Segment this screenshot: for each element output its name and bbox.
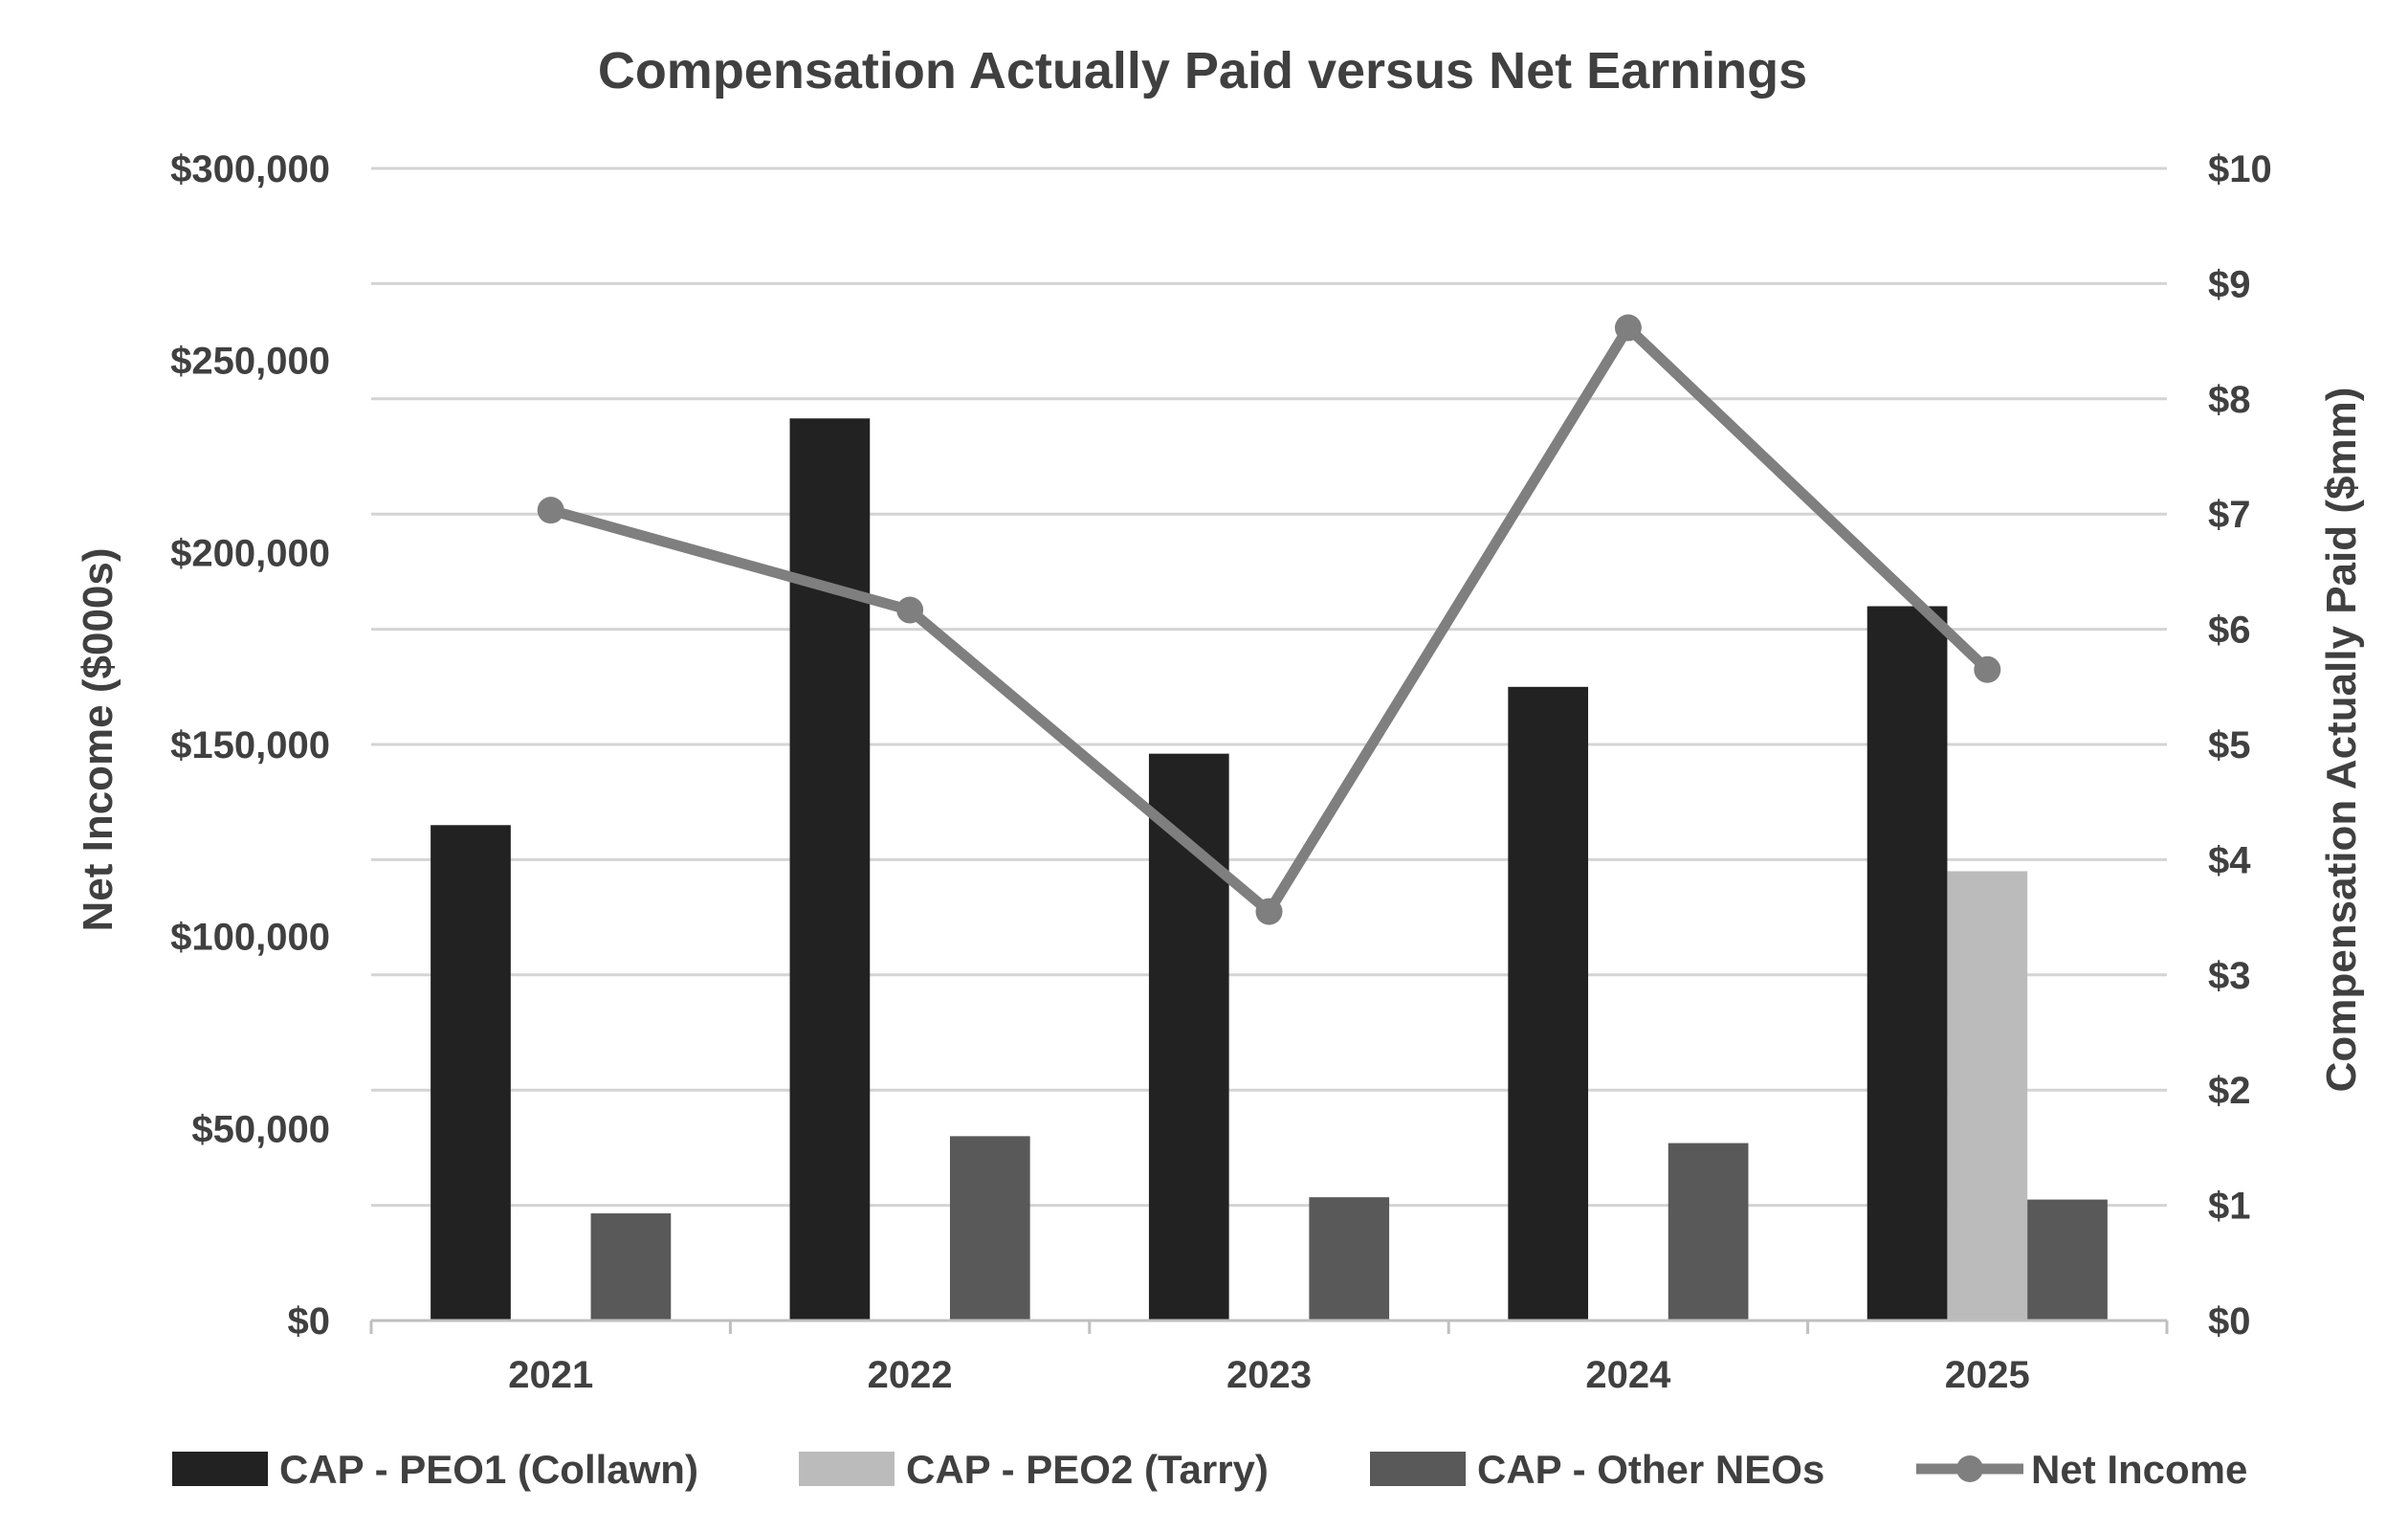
bar [2027, 1199, 2108, 1321]
x-tick-label: 2022 [868, 1354, 953, 1396]
net-income-line-group [537, 314, 2001, 925]
bar [590, 1213, 672, 1321]
right-tick-label: $2 [2208, 1070, 2251, 1112]
left-tick-label: $250,000 [170, 341, 330, 383]
x-tick-label: 2024 [1585, 1354, 1671, 1396]
legend-label: CAP - PEO1 (Collawn) [279, 1447, 698, 1492]
gridlines [371, 167, 2167, 1208]
net-income-point [1974, 655, 2001, 683]
legend-item: CAP - PEO2 (Tarry) [799, 1447, 1269, 1492]
right-axis-title: Compensation Actually Paid ($mm) [2318, 388, 2365, 1093]
left-tick-label: $100,000 [170, 917, 330, 959]
x-tick-label: 2021 [508, 1354, 593, 1396]
x-tick-label: 2025 [1945, 1354, 2030, 1396]
axes: $0 $50,000 $100,000 $150,000 $200,000 $250,00… [170, 148, 2272, 1396]
legend-swatch [172, 1452, 268, 1486]
net-income-point [896, 596, 924, 624]
left-tick-label: $200,000 [170, 532, 330, 574]
bar [1867, 606, 1948, 1321]
left-tick-label: $150,000 [170, 724, 330, 766]
right-tick-label: $9 [2208, 263, 2251, 305]
right-tick-label: $0 [2208, 1300, 2251, 1343]
right-tick-label: $5 [2208, 724, 2251, 766]
bar [789, 418, 871, 1321]
right-tick-label: $4 [2208, 839, 2251, 881]
bar [431, 825, 511, 1321]
right-tick-label: $10 [2208, 148, 2272, 190]
legend-label: CAP - Other NEOs [1477, 1447, 1824, 1492]
net-income-point [1255, 898, 1283, 925]
legend-label: Net Income [2031, 1447, 2247, 1492]
right-tick-label: $8 [2208, 379, 2251, 421]
left-tick-label: $0 [288, 1300, 331, 1343]
legend-item: CAP - PEO1 (Collawn) [172, 1447, 698, 1492]
legend-swatch [1370, 1452, 1466, 1486]
bar [1947, 871, 2028, 1321]
net-income-point [1614, 314, 1642, 342]
net-income-line [545, 322, 1993, 918]
right-tick-label: $1 [2208, 1186, 2251, 1228]
chart-title: Compensation Actually Paid versus Net Ea… [598, 42, 1807, 100]
legend: CAP - PEO1 (Collawn) CAP - PEO2 (Tarry) CA… [172, 1447, 2247, 1492]
x-tick-label: 2023 [1226, 1354, 1312, 1396]
right-tick-label: $3 [2208, 955, 2251, 997]
bar [1668, 1143, 1749, 1321]
bar [1309, 1197, 1390, 1321]
left-tick-label: $50,000 [191, 1108, 330, 1150]
left-tick-label: $300,000 [170, 148, 330, 190]
net-income-point [537, 497, 564, 524]
legend-item: Net Income [1916, 1447, 2247, 1492]
bar [949, 1136, 1030, 1321]
bars [431, 418, 2108, 1321]
legend-item: CAP - Other NEOs [1370, 1447, 1824, 1492]
left-axis-title: Net Income ($000s) [75, 547, 122, 931]
legend-label: CAP - PEO2 (Tarry) [906, 1447, 1269, 1492]
right-tick-label: $6 [2208, 610, 2251, 652]
legend-marker [1956, 1455, 1983, 1482]
legend-swatch [799, 1452, 895, 1486]
right-tick-label: $7 [2208, 494, 2251, 536]
bar [1508, 686, 1589, 1321]
